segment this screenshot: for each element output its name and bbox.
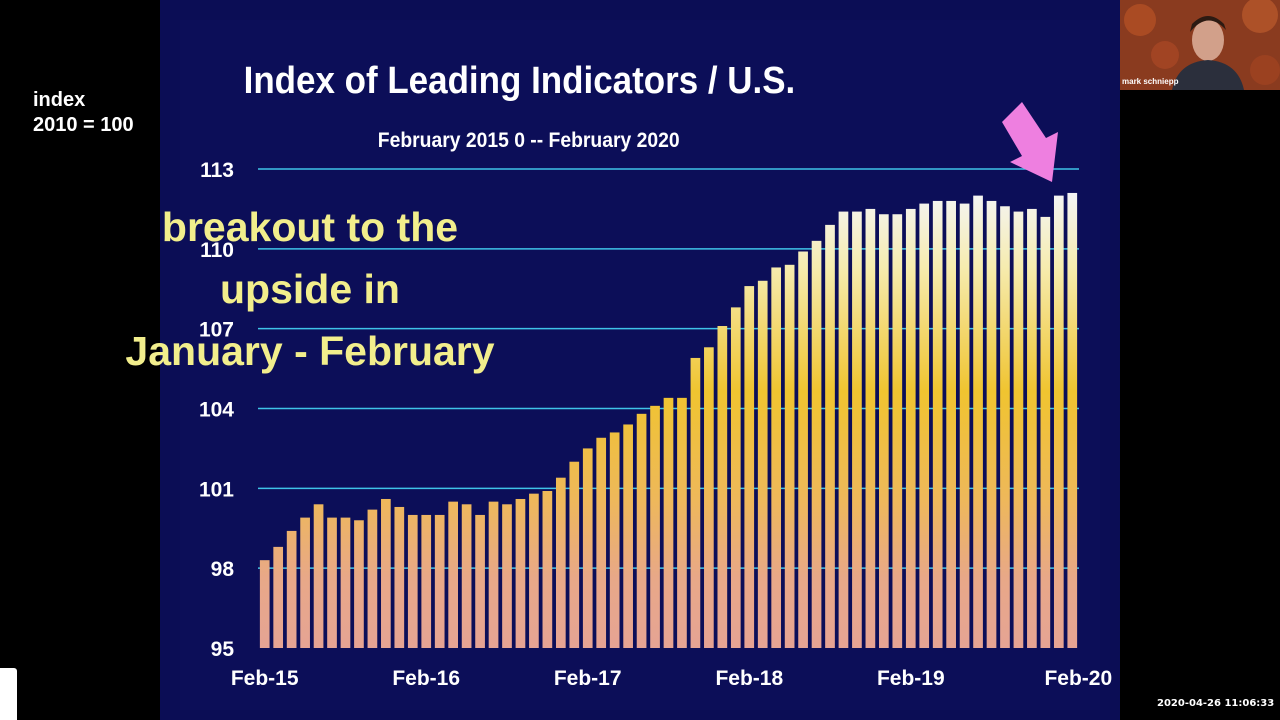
bar [623,424,633,648]
unit-line-1: index [33,89,86,111]
bar [879,214,889,649]
side-panel-tab[interactable] [0,668,17,720]
bar [475,514,485,648]
bar [784,264,795,648]
bar [757,280,768,648]
y-tick-label: 107 [199,319,234,342]
bar [582,448,593,648]
bar [1067,192,1078,648]
x-tick-label: Feb-20 [1044,667,1112,690]
bar [259,560,270,648]
bar [986,200,997,648]
y-tick-label: 98 [211,558,235,581]
bar [327,517,337,648]
annotation-line-3: January - February [125,328,495,374]
y-axis-ticks: 95 98 101 104 107 110 113 [199,159,234,661]
bar [300,517,310,648]
y-tick-label: 110 [200,239,234,262]
y-tick-label: 101 [199,478,234,501]
y-tick-label: 95 [211,638,235,661]
annotation-text: breakout to the upside in January - Febr… [100,196,520,382]
bar [555,477,566,648]
timestamp: 2020-04-26 11:06:33 [1157,698,1275,709]
bar [730,307,741,648]
bar [1027,208,1037,649]
x-axis-ticks: Feb-15 Feb-16 Feb-17 Feb-18 Feb-19 Feb-20 [231,667,1112,690]
bar [421,514,432,648]
bar [919,203,930,648]
bar [704,347,714,648]
y-axis-unit-label: index 2010 = 100 [33,88,134,138]
bar [650,405,660,648]
bar [865,208,876,649]
bar [892,214,903,649]
x-tick-label: Feb-15 [231,667,299,690]
bar [771,267,782,648]
bar [448,501,458,648]
bar [946,200,956,648]
bar [1000,206,1010,648]
bar [542,490,553,648]
bar [811,240,822,648]
bar [461,504,472,648]
bar [973,195,983,649]
bar [798,251,808,649]
bar [394,506,405,648]
bar [677,397,687,648]
y-tick-label: 104 [199,399,234,422]
bar [273,546,284,648]
x-tick-label: Feb-19 [877,667,945,690]
bar [488,501,499,648]
bar [596,437,607,648]
webcam-thumbnail[interactable]: mark schniepp [1120,0,1280,90]
bar [609,432,620,648]
chart-subtitle: February 2015 0 -- February 2020 [377,129,680,152]
bar [690,357,701,648]
bar [932,200,943,648]
pointer-arrow-icon [1002,102,1058,182]
x-tick-label: Feb-16 [392,667,460,690]
bar [717,326,728,648]
bar [407,514,418,648]
webcam-participant-name: mark schniepp [1122,77,1179,86]
bar [1013,211,1024,648]
bar [502,504,512,648]
annotation-line-1: breakout to the [161,204,459,250]
webcam-video-icon [1120,0,1280,90]
bar [434,514,445,648]
bar [825,224,835,648]
bar [852,211,862,648]
bar [367,509,378,648]
bar [286,530,297,648]
bar [515,498,526,648]
bars [259,192,1078,649]
bar [838,211,849,648]
annotation-line-2: upside in [220,266,400,312]
bar [1053,195,1064,649]
unit-line-2: 2010 = 100 [33,114,134,136]
chart-title: Index of Leading Indicators / U.S. [243,60,796,102]
bar [905,208,916,649]
bar [1040,216,1051,648]
bar [354,520,364,648]
bar [663,397,674,648]
y-tick-label: 113 [200,159,234,182]
bar [340,517,351,648]
x-tick-label: Feb-18 [715,667,783,690]
bar [313,504,324,648]
bar [636,413,647,648]
bar [744,286,755,648]
bar [569,461,580,648]
bar [529,493,539,648]
x-tick-label: Feb-17 [554,667,622,690]
bar [381,498,391,648]
bar [959,203,970,648]
